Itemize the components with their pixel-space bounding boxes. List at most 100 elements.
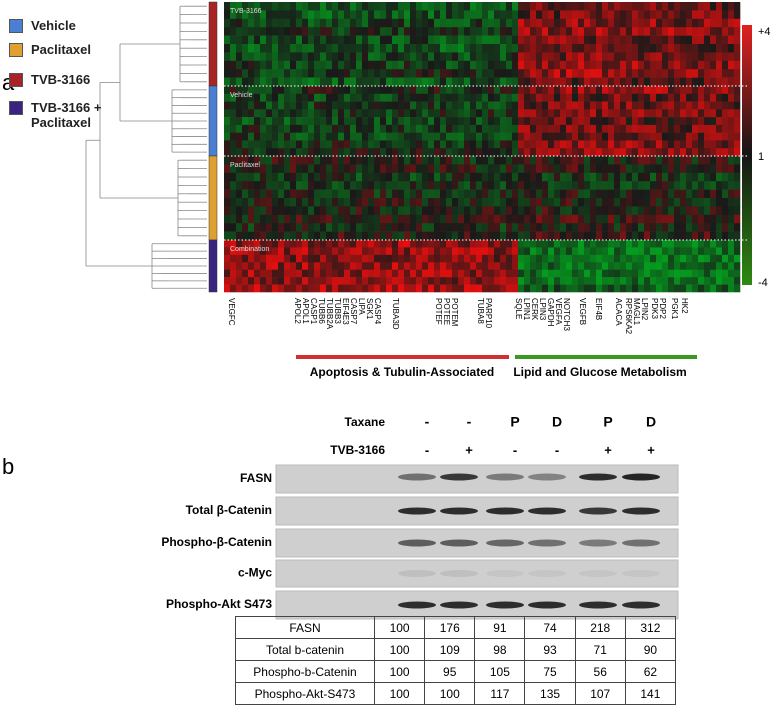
heatmap-cell bbox=[362, 181, 368, 190]
heatmap-cell bbox=[302, 94, 308, 102]
heatmap-cell bbox=[230, 198, 236, 207]
heatmap-cell bbox=[500, 44, 506, 53]
heatmap-cell bbox=[422, 270, 428, 278]
heatmap-cell bbox=[644, 27, 650, 36]
heatmap-cell bbox=[692, 181, 698, 190]
heatmap-cell bbox=[224, 190, 230, 199]
heatmap-cell bbox=[650, 69, 656, 78]
heatmap-cell bbox=[716, 78, 722, 87]
heatmap-cell bbox=[350, 173, 356, 182]
heatmap-cell bbox=[704, 223, 710, 232]
heatmap-cell bbox=[584, 10, 590, 19]
heatmap-cell bbox=[350, 148, 356, 156]
heatmap-cell bbox=[404, 285, 410, 293]
heatmap-cell bbox=[698, 10, 704, 19]
heatmap-cell bbox=[452, 247, 458, 255]
heatmap-cell bbox=[446, 52, 452, 61]
heatmap-cell bbox=[320, 125, 326, 133]
heatmap-cell bbox=[548, 247, 554, 255]
heatmap-cell bbox=[230, 232, 236, 241]
heatmap-cell bbox=[488, 94, 494, 102]
heatmap-cell bbox=[386, 223, 392, 232]
heatmap-cell bbox=[392, 262, 398, 270]
heatmap-cell bbox=[452, 19, 458, 28]
heatmap-cell bbox=[260, 102, 266, 110]
heatmap-cell bbox=[254, 86, 260, 94]
heatmap-cell bbox=[692, 190, 698, 199]
heatmap-cell bbox=[398, 198, 404, 207]
heatmap-cell bbox=[350, 247, 356, 255]
heatmap-cell bbox=[524, 61, 530, 70]
heatmap-cell bbox=[266, 198, 272, 207]
heatmap-cell bbox=[530, 86, 536, 94]
heatmap-cell bbox=[728, 133, 734, 141]
heatmap-cell bbox=[404, 181, 410, 190]
heatmap-cell bbox=[596, 215, 602, 224]
heatmap-cell bbox=[518, 198, 524, 207]
heatmap-cell bbox=[668, 173, 674, 182]
heatmap-cell bbox=[734, 86, 740, 94]
heatmap-cell bbox=[530, 181, 536, 190]
heatmap-cell bbox=[596, 52, 602, 61]
heatmap-cell bbox=[716, 133, 722, 141]
heatmap-cell bbox=[542, 86, 548, 94]
heatmap-cell bbox=[680, 247, 686, 255]
heatmap-cell bbox=[536, 262, 542, 270]
heatmap-cell bbox=[476, 181, 482, 190]
heatmap-cell bbox=[680, 173, 686, 182]
heatmap-cell bbox=[284, 27, 290, 36]
heatmap-cell bbox=[572, 78, 578, 87]
heatmap-cell bbox=[338, 164, 344, 173]
heatmap-cell bbox=[656, 2, 662, 11]
heatmap-cell bbox=[572, 125, 578, 133]
heatmap-cell bbox=[506, 117, 512, 125]
gene-label: APOL1 bbox=[301, 298, 310, 324]
heatmap-cell bbox=[332, 285, 338, 293]
heatmap-cell bbox=[536, 215, 542, 224]
heatmap-cell bbox=[464, 86, 470, 94]
heatmap-cell bbox=[230, 102, 236, 110]
heatmap-cell bbox=[728, 232, 734, 241]
heatmap-cell bbox=[398, 2, 404, 11]
heatmap-cell bbox=[290, 164, 296, 173]
heatmap-cell bbox=[548, 255, 554, 263]
heatmap-cell bbox=[380, 133, 386, 141]
heatmap-cell bbox=[656, 19, 662, 28]
heatmap-cell bbox=[512, 215, 518, 224]
heatmap-cell bbox=[248, 140, 254, 148]
heatmap-cell bbox=[254, 117, 260, 125]
heatmap-cell bbox=[452, 10, 458, 19]
heatmap-cell bbox=[338, 133, 344, 141]
heatmap-cell bbox=[416, 94, 422, 102]
heatmap-cell bbox=[710, 52, 716, 61]
blot-band bbox=[622, 602, 660, 609]
heatmap-cell bbox=[410, 44, 416, 53]
heatmap-cell bbox=[344, 215, 350, 224]
heatmap-cell bbox=[476, 173, 482, 182]
heatmap-cell bbox=[266, 52, 272, 61]
heatmap-cell bbox=[554, 2, 560, 11]
heatmap-cell bbox=[530, 52, 536, 61]
heatmap-cell bbox=[266, 173, 272, 182]
heatmap-cell bbox=[482, 19, 488, 28]
heatmap-cell bbox=[308, 102, 314, 110]
heatmap-cell bbox=[728, 198, 734, 207]
heatmap-cell bbox=[308, 61, 314, 70]
heatmap-cell bbox=[446, 247, 452, 255]
heatmap-cell bbox=[458, 102, 464, 110]
heatmap-cell bbox=[608, 140, 614, 148]
heatmap-cell bbox=[284, 240, 290, 248]
heatmap-cell bbox=[362, 2, 368, 11]
heatmap-cell bbox=[452, 27, 458, 36]
heatmap-cell bbox=[296, 190, 302, 199]
heatmap-cell bbox=[362, 61, 368, 70]
heatmap-cell bbox=[710, 109, 716, 117]
heatmap-cell bbox=[506, 223, 512, 232]
group-label: Vehicle bbox=[230, 92, 253, 99]
heatmap-cell bbox=[416, 102, 422, 110]
heatmap-cell bbox=[656, 206, 662, 215]
heatmap-cell bbox=[350, 117, 356, 125]
heatmap-cell bbox=[230, 148, 236, 156]
heatmap-cell bbox=[326, 247, 332, 255]
heatmap-cell bbox=[236, 117, 242, 125]
